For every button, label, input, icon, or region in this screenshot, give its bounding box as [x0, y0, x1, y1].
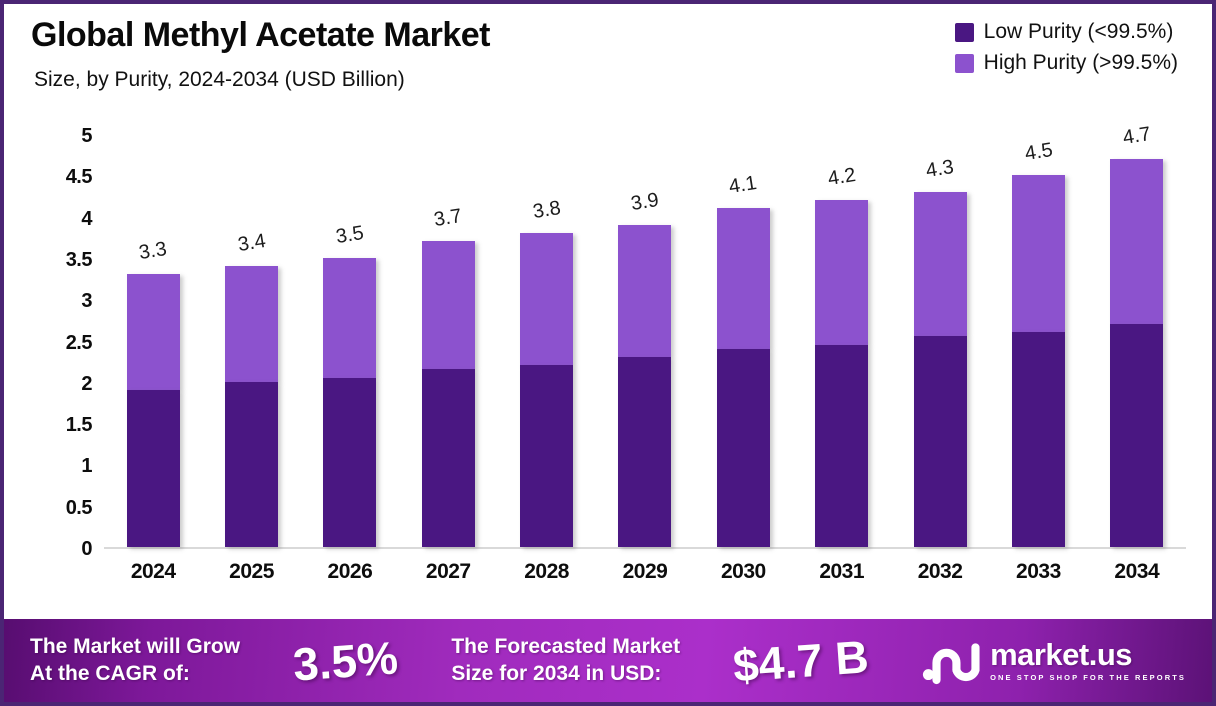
- cagr-label: The Market will Grow At the CAGR of:: [30, 634, 240, 687]
- bar-segment-low-purity: [225, 381, 279, 547]
- bar-total-label: 3.3: [137, 238, 169, 265]
- bar-segment-high-purity: [1011, 175, 1065, 333]
- bar-total-label: 4.3: [924, 155, 956, 182]
- bar-total-label: 4.2: [826, 164, 858, 191]
- legend-item: High Purity (>99.5%): [954, 51, 1178, 75]
- y-axis: 5 4.5 4 3.5 3 2.5 2 1.5 1 0.5 0: [22, 125, 93, 560]
- bar-total-label: 3.5: [334, 221, 366, 248]
- y-tick-label: 1: [81, 455, 92, 478]
- y-tick-label: 5: [81, 125, 92, 147]
- bar-2026: 3.5: [323, 221, 377, 547]
- chart-plot-area: 3.3 3.4 3.5 3.7 3.8 3.9 4.1 4.2 4.3 4.5 4.7: [104, 123, 1186, 549]
- bar-segment-low-purity: [520, 365, 574, 547]
- bar-segment-high-purity: [618, 224, 672, 358]
- y-tick-label: 3: [81, 290, 92, 313]
- bar-segment-high-purity: [913, 191, 967, 337]
- cagr-value: 3.5%: [291, 630, 400, 691]
- y-tick-label: 1.5: [65, 414, 93, 437]
- bar-2027: 3.7: [421, 205, 475, 547]
- bar-segment-high-purity: [520, 233, 574, 366]
- legend-swatch-icon: [954, 53, 974, 73]
- y-tick-label: 0: [81, 538, 92, 560]
- x-tick-label: 2024: [130, 560, 176, 583]
- x-tick-label: 2033: [1016, 560, 1061, 583]
- bar-total-label: 4.1: [727, 172, 759, 199]
- bar-segment-high-purity: [815, 200, 869, 345]
- bar-segment-low-purity: [421, 369, 475, 547]
- legend-swatch-icon: [954, 22, 974, 42]
- marketus-logo-icon: [922, 642, 980, 684]
- x-axis: 2024 2025 2026 2027 2028 2029 2030 2031 2032 2033…: [104, 560, 1186, 590]
- forecast-label-line1: The Forecasted Market: [451, 635, 681, 659]
- forecast-label: The Forecasted Market Size for 2034 in U…: [451, 634, 680, 687]
- bar-2029: 3.9: [618, 188, 672, 547]
- bar-segment-low-purity: [913, 336, 967, 547]
- logo-text: market.us ONE STOP SHOP FOR THE REPORTS: [990, 639, 1186, 682]
- bars: 3.3 3.4 3.5 3.7 3.8 3.9 4.1 4.2 4.3 4.5 4.7: [104, 123, 1186, 547]
- logo-name: market.us: [990, 637, 1133, 672]
- bar-2028: 3.8: [520, 197, 574, 547]
- y-tick-label: 2: [81, 372, 92, 395]
- y-tick-label: 4.5: [65, 166, 93, 189]
- y-tick-label: 4: [81, 207, 92, 230]
- bar-2025: 3.4: [225, 230, 279, 547]
- cagr-label-line2: At the CAGR of:: [30, 661, 190, 685]
- y-tick-label: 3.5: [65, 248, 93, 271]
- bar-2031: 4.2: [815, 164, 869, 547]
- marketus-logo: market.us ONE STOP SHOP FOR THE REPORTS: [922, 637, 1186, 685]
- x-tick-label: 2027: [425, 560, 471, 583]
- page-subtitle: Size, by Purity, 2024-2034 (USD Billion): [34, 68, 405, 91]
- bar-segment-low-purity: [716, 348, 770, 547]
- x-tick-label: 2031: [819, 560, 865, 583]
- bar-total-label: 3.9: [629, 188, 661, 215]
- logo-tagline: ONE STOP SHOP FOR THE REPORTS: [990, 673, 1186, 682]
- x-tick-label: 2026: [327, 560, 373, 583]
- x-tick-label: 2030: [720, 560, 766, 583]
- forecast-value: $4.7 B: [731, 629, 871, 692]
- bar-segment-high-purity: [1110, 158, 1164, 324]
- bar-2030: 4.1: [716, 172, 770, 547]
- legend-label: High Purity (>99.5%): [983, 51, 1178, 74]
- bar-total-label: 3.7: [432, 205, 464, 232]
- legend-item: Low Purity (<99.5%): [954, 20, 1178, 44]
- cagr-label-line1: The Market will Grow: [30, 635, 241, 659]
- bar-segment-low-purity: [618, 357, 672, 547]
- bar-segment-high-purity: [126, 274, 180, 391]
- bar-segment-high-purity: [323, 257, 377, 378]
- x-tick-label: 2025: [229, 560, 274, 583]
- bar-total-label: 3.8: [531, 197, 562, 224]
- bar-total-label: 4.7: [1121, 122, 1153, 149]
- bar-2033: 4.5: [1011, 139, 1065, 547]
- y-tick-label: 2.5: [65, 331, 93, 354]
- bar-segment-high-purity: [225, 266, 279, 382]
- bar-segment-high-purity: [421, 241, 475, 370]
- bar-total-label: 3.4: [235, 230, 267, 257]
- bottom-banner: The Market will Grow At the CAGR of: 3.5…: [4, 619, 1212, 702]
- bar-2024: 3.3: [126, 238, 180, 547]
- bar-total-label: 4.5: [1022, 139, 1054, 166]
- forecast-label-line2: Size for 2034 in USD:: [451, 661, 662, 685]
- x-tick-label: 2032: [917, 560, 963, 583]
- page-title: Global Methyl Acetate Market: [31, 16, 490, 54]
- bar-segment-low-purity: [815, 344, 869, 547]
- x-tick-label: 2028: [524, 560, 569, 583]
- x-tick-label: 2029: [622, 560, 668, 583]
- y-tick-label: 0.5: [65, 496, 93, 519]
- bar-segment-low-purity: [1011, 332, 1065, 547]
- x-tick-label: 2034: [1114, 560, 1160, 583]
- bar-segment-high-purity: [716, 208, 770, 349]
- bar-segment-low-purity: [323, 377, 377, 547]
- bar-segment-low-purity: [126, 390, 180, 547]
- legend-label: Low Purity (<99.5%): [983, 20, 1174, 43]
- bar-2034: 4.7: [1110, 122, 1164, 547]
- bar-2032: 4.3: [913, 155, 967, 547]
- bar-segment-low-purity: [1110, 323, 1164, 547]
- legend: Low Purity (<99.5%) High Purity (>99.5%): [954, 20, 1178, 75]
